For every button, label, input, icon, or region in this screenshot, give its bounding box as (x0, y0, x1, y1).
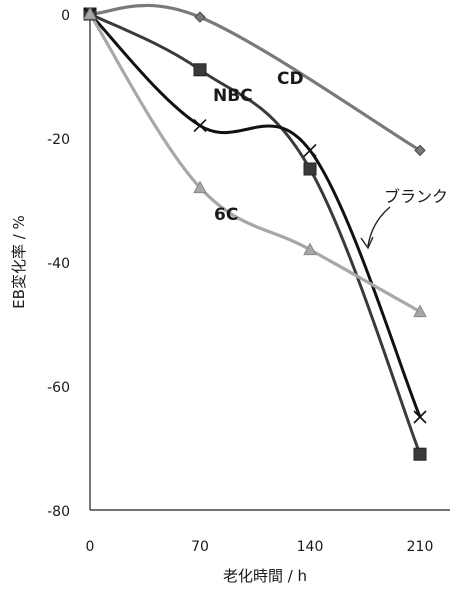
x-tick-labels: 0 70 140 210 (86, 539, 434, 555)
blank-annotation-arrowhead (361, 237, 373, 248)
series-label-blank: ブランク (384, 187, 448, 206)
x-tick-label: 140 (297, 539, 324, 555)
series-label-cd: CD (277, 69, 304, 89)
x-tick-label: 70 (191, 539, 209, 555)
y-tick-label: -20 (47, 132, 70, 148)
y-tick-label: -80 (47, 504, 70, 520)
x-tick-label: 210 (407, 539, 434, 555)
series-line-3 (90, 14, 420, 312)
x-axis-title: 老化時間 / h (223, 567, 307, 585)
y-tick-label: -60 (47, 380, 70, 396)
data-point (304, 163, 316, 175)
x-tick-label: 0 (86, 539, 95, 555)
plot-area (90, 14, 450, 510)
series-label-nbc: NBC (213, 86, 253, 106)
series-lines (90, 5, 420, 454)
data-point (414, 306, 426, 317)
y-tick-labels: 0 -20 -40 -60 -80 (47, 8, 70, 520)
y-axis-title: EB変化率 / % (10, 215, 28, 309)
data-point (194, 64, 206, 76)
data-point (194, 120, 206, 132)
y-tick-label: -40 (47, 256, 70, 272)
data-point (414, 448, 426, 460)
data-point (195, 12, 205, 22)
series-markers (84, 8, 426, 460)
data-point (304, 144, 316, 156)
series-line-2 (90, 14, 420, 417)
data-point (414, 411, 426, 423)
series-annotations: CD NBC ブランク 6C (213, 69, 448, 248)
y-tick-label: 0 (61, 8, 70, 24)
series-label-6c: 6C (214, 205, 238, 225)
